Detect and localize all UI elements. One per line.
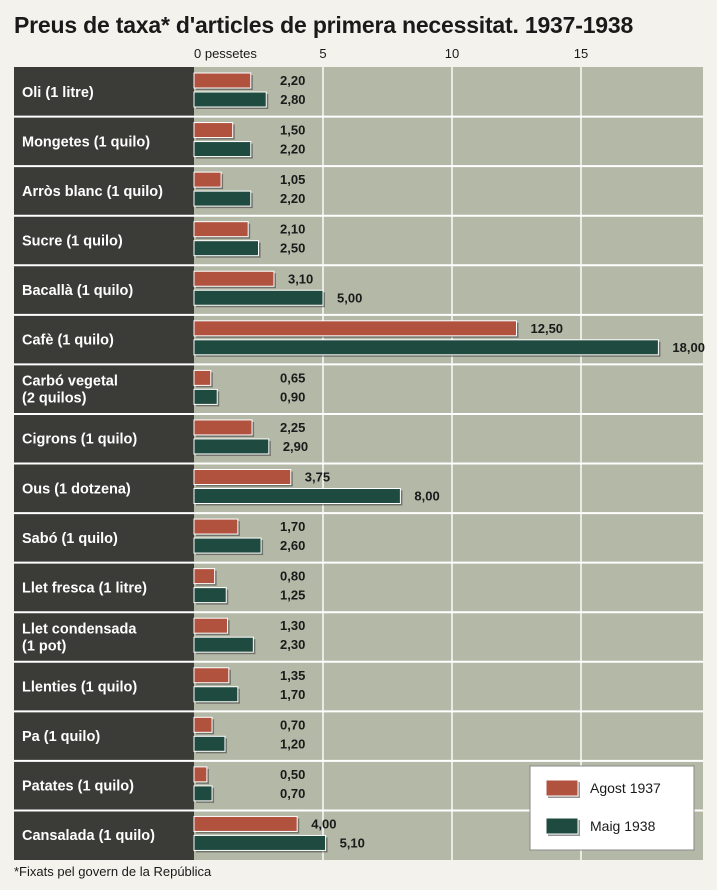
bar-value-label: 0,50 [280, 767, 305, 782]
bar-value-label: 1,35 [280, 668, 305, 683]
category-label: Sabó (1 quilo) [22, 531, 118, 547]
category-label: Cigrons (1 quilo) [22, 432, 137, 448]
bar-value-label: 5,10 [340, 835, 365, 850]
bar [193, 834, 327, 851]
bar [193, 388, 218, 405]
category-label: Pa (1 quilo) [22, 729, 100, 745]
bar [193, 369, 212, 386]
bar-value-label: 8,00 [414, 489, 439, 504]
category-label: Oli (1 litre) [22, 85, 94, 101]
bar [193, 587, 227, 604]
legend-box [529, 765, 695, 851]
bar-value-label: 1,30 [280, 618, 305, 633]
bar [193, 537, 262, 554]
bar-value-label: 1,70 [280, 687, 305, 702]
bar [193, 419, 253, 436]
footnote: *Fixats pel govern de la República [14, 864, 212, 879]
category-label: Arròs blanc (1 quilo) [22, 184, 163, 200]
category-label: (2 quilos) [22, 391, 87, 407]
x-tick-label: 15 [574, 46, 588, 61]
category-label: Bacallà (1 quilo) [22, 283, 133, 299]
bar-value-label: 0,80 [280, 569, 305, 584]
bar [193, 320, 517, 337]
bar-value-label: 2,25 [280, 420, 305, 435]
category-label: Patates (1 quilo) [22, 779, 134, 795]
x-tick-label: 10 [445, 46, 459, 61]
x-tick-label: 5 [319, 46, 326, 61]
bar-value-label: 1,70 [280, 519, 305, 534]
x-tick-label: 0 pessetes [194, 46, 257, 61]
category-label: Mongetes (1 quilo) [22, 134, 150, 150]
bar-value-label: 5,00 [337, 290, 362, 305]
bar [193, 815, 298, 832]
bar [193, 785, 213, 802]
bar [193, 469, 292, 485]
bar [193, 686, 239, 703]
bar-value-label: 1,50 [280, 123, 305, 138]
category-label: Carbó vegetal [22, 374, 118, 390]
bar-value-label: 0,70 [280, 717, 305, 732]
bar [193, 240, 259, 257]
legend-label: Agost 1937 [590, 780, 661, 796]
bar-value-label: 3,75 [305, 470, 330, 485]
bar [193, 766, 208, 783]
bar [193, 122, 234, 139]
legend-swatch [545, 779, 579, 797]
bar [193, 617, 229, 634]
bar [193, 72, 252, 89]
bar [193, 221, 249, 238]
bar [193, 518, 239, 535]
bar [193, 141, 252, 158]
category-label: Sucre (1 quilo) [22, 233, 123, 249]
category-label: Llenties (1 quilo) [22, 680, 137, 696]
bar-value-label: 0,90 [280, 389, 305, 404]
bar [193, 339, 659, 356]
bar-value-label: 2,20 [280, 73, 305, 88]
bar-value-label: 2,50 [280, 241, 305, 256]
bar-value-label: 18,00 [672, 340, 705, 355]
bar [193, 438, 270, 455]
bar-value-label: 1,05 [280, 172, 305, 187]
bar-value-label: 12,50 [531, 321, 564, 336]
bar [193, 667, 230, 684]
bar [193, 270, 275, 287]
bar [193, 735, 226, 752]
bar [193, 171, 222, 188]
bar-value-label: 1,25 [280, 588, 305, 603]
bar-value-label: 2,20 [280, 142, 305, 157]
bar [193, 190, 252, 207]
bar-value-label: 4,00 [311, 816, 336, 831]
chart-title: Preus de taxa* d'articles de primera nec… [14, 12, 634, 38]
bar-value-label: 2,80 [280, 92, 305, 107]
category-label: Llet condensada [22, 621, 137, 637]
bar [193, 636, 254, 653]
bar [193, 488, 401, 504]
bar-value-label: 2,30 [280, 637, 305, 652]
bar-value-label: 1,20 [280, 736, 305, 751]
category-label: Ous (1 dotzena) [22, 481, 131, 497]
bar-value-label: 0,70 [280, 786, 305, 801]
bar [193, 91, 267, 108]
bar [193, 716, 213, 733]
category-label: Cansalada (1 quilo) [22, 828, 155, 844]
bar-value-label: 3,10 [288, 271, 313, 286]
category-label: Cafè (1 quilo) [22, 333, 114, 349]
category-label: Llet fresca (1 litre) [22, 580, 147, 596]
bar-value-label: 2,60 [280, 538, 305, 553]
category-label: (1 pot) [22, 638, 66, 654]
bar-value-label: 2,10 [280, 222, 305, 237]
bar-value-label: 2,90 [283, 439, 308, 454]
legend-label: Maig 1938 [590, 818, 656, 834]
bar [193, 289, 324, 306]
bar [193, 568, 216, 585]
bar-value-label: 0,65 [280, 370, 305, 385]
legend-swatch [545, 817, 579, 835]
bar-value-label: 2,20 [280, 191, 305, 206]
